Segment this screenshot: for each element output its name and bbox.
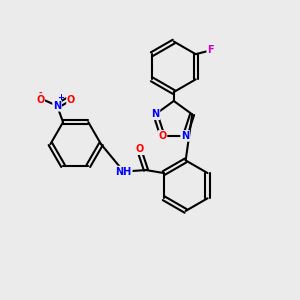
Text: O: O bbox=[158, 131, 166, 141]
Text: -: - bbox=[38, 89, 42, 98]
Text: N: N bbox=[151, 109, 160, 119]
Text: O: O bbox=[36, 95, 44, 105]
Text: O: O bbox=[136, 144, 144, 154]
Text: O: O bbox=[67, 95, 75, 105]
Text: +: + bbox=[57, 93, 64, 102]
Text: N: N bbox=[181, 131, 189, 141]
Text: NH: NH bbox=[116, 167, 132, 176]
Text: N: N bbox=[53, 101, 61, 111]
Text: F: F bbox=[207, 45, 214, 55]
